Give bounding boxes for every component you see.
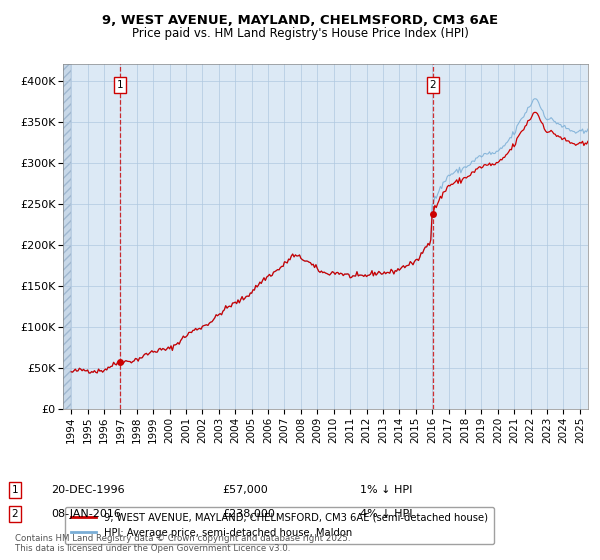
Bar (63, 64, 71, 409)
Text: 2: 2 (11, 509, 19, 519)
Text: 2: 2 (430, 80, 436, 90)
Text: 1% ↓ HPI: 1% ↓ HPI (360, 485, 412, 495)
Text: Contains HM Land Registry data © Crown copyright and database right 2025.
This d: Contains HM Land Registry data © Crown c… (15, 534, 350, 553)
Text: Price paid vs. HM Land Registry's House Price Index (HPI): Price paid vs. HM Land Registry's House … (131, 27, 469, 40)
Legend: 9, WEST AVENUE, MAYLAND, CHELMSFORD, CM3 6AE (semi-detached house), HPI: Average: 9, WEST AVENUE, MAYLAND, CHELMSFORD, CM3… (65, 507, 494, 544)
Text: 9, WEST AVENUE, MAYLAND, CHELMSFORD, CM3 6AE: 9, WEST AVENUE, MAYLAND, CHELMSFORD, CM3… (102, 14, 498, 27)
Text: 1: 1 (11, 485, 19, 495)
Text: £57,000: £57,000 (222, 485, 268, 495)
Text: 20-DEC-1996: 20-DEC-1996 (51, 485, 125, 495)
Text: 4% ↓ HPI: 4% ↓ HPI (360, 509, 413, 519)
Text: 1: 1 (116, 80, 123, 90)
Text: £238,000: £238,000 (222, 509, 275, 519)
Text: 08-JAN-2016: 08-JAN-2016 (51, 509, 121, 519)
